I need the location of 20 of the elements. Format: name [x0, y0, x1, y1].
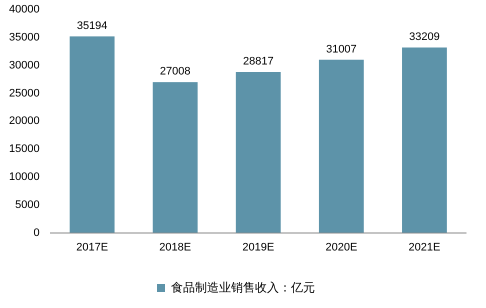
data-label: 27008 — [160, 66, 191, 78]
y-tick-label: 35000 — [8, 32, 40, 44]
y-tick-label: 5000 — [15, 198, 40, 211]
y-tick-label: 10000 — [8, 171, 40, 184]
y-tick-label: 0 — [33, 226, 40, 239]
x-tick-label: 2017E — [76, 241, 108, 254]
data-label: 33209 — [409, 31, 440, 44]
y-tick-label: 15000 — [8, 143, 40, 156]
y-tick-label: 25000 — [8, 87, 40, 100]
data-label: 35194 — [76, 20, 108, 32]
x-tick-label: 2019E — [242, 241, 274, 254]
legend-label: 食品制造业销售收入：亿元 — [171, 280, 315, 294]
data-label: 31007 — [326, 43, 357, 56]
x-tick-label: 2021E — [408, 241, 440, 254]
y-tick-label: 20000 — [8, 115, 40, 128]
y-tick-label: 30000 — [8, 59, 40, 72]
x-tick-label: 2018E — [159, 241, 192, 254]
data-label: 28817 — [242, 56, 274, 68]
x-tick-label: 2020E — [325, 241, 358, 254]
y-tick-label: 40000 — [8, 4, 40, 16]
